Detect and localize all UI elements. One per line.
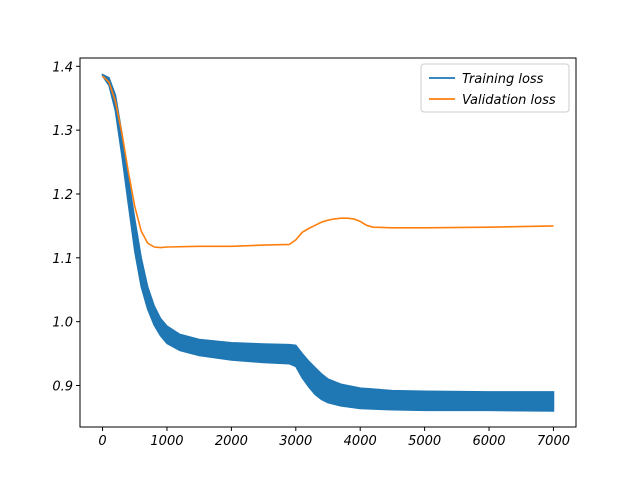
y-tick-label: 1.3 xyxy=(52,124,73,139)
y-tick-label: 1.1 xyxy=(52,252,73,267)
legend: Training loss Validation loss xyxy=(420,63,570,113)
x-tick-label: 3000 xyxy=(279,434,312,449)
y-axis: 0.9 1.0 1.1 1.2 1.3 1.4 xyxy=(52,60,80,395)
x-tick-label: 6000 xyxy=(472,434,505,449)
x-axis: 0 1000 2000 3000 4000 5000 6000 7000 xyxy=(98,427,570,449)
x-tick-label: 2000 xyxy=(215,434,248,449)
legend-label: Training loss xyxy=(462,72,544,87)
legend-label: Validation loss xyxy=(462,93,556,108)
x-tick-label: 4000 xyxy=(344,434,377,449)
y-tick-label: 0.9 xyxy=(52,380,73,395)
x-tick-label: 0 xyxy=(98,434,106,449)
y-tick-label: 1.0 xyxy=(52,316,73,331)
x-tick-label: 5000 xyxy=(408,434,441,449)
series-layer xyxy=(101,73,555,412)
plot-frame xyxy=(79,57,577,428)
training-loss-band xyxy=(101,73,555,412)
x-tick-label: 1000 xyxy=(150,434,183,449)
validation-loss-line xyxy=(101,75,554,249)
legend-box xyxy=(420,63,570,113)
x-tick-label: 7000 xyxy=(537,434,570,449)
y-tick-label: 1.2 xyxy=(52,188,73,203)
y-tick-label: 1.4 xyxy=(52,60,73,75)
